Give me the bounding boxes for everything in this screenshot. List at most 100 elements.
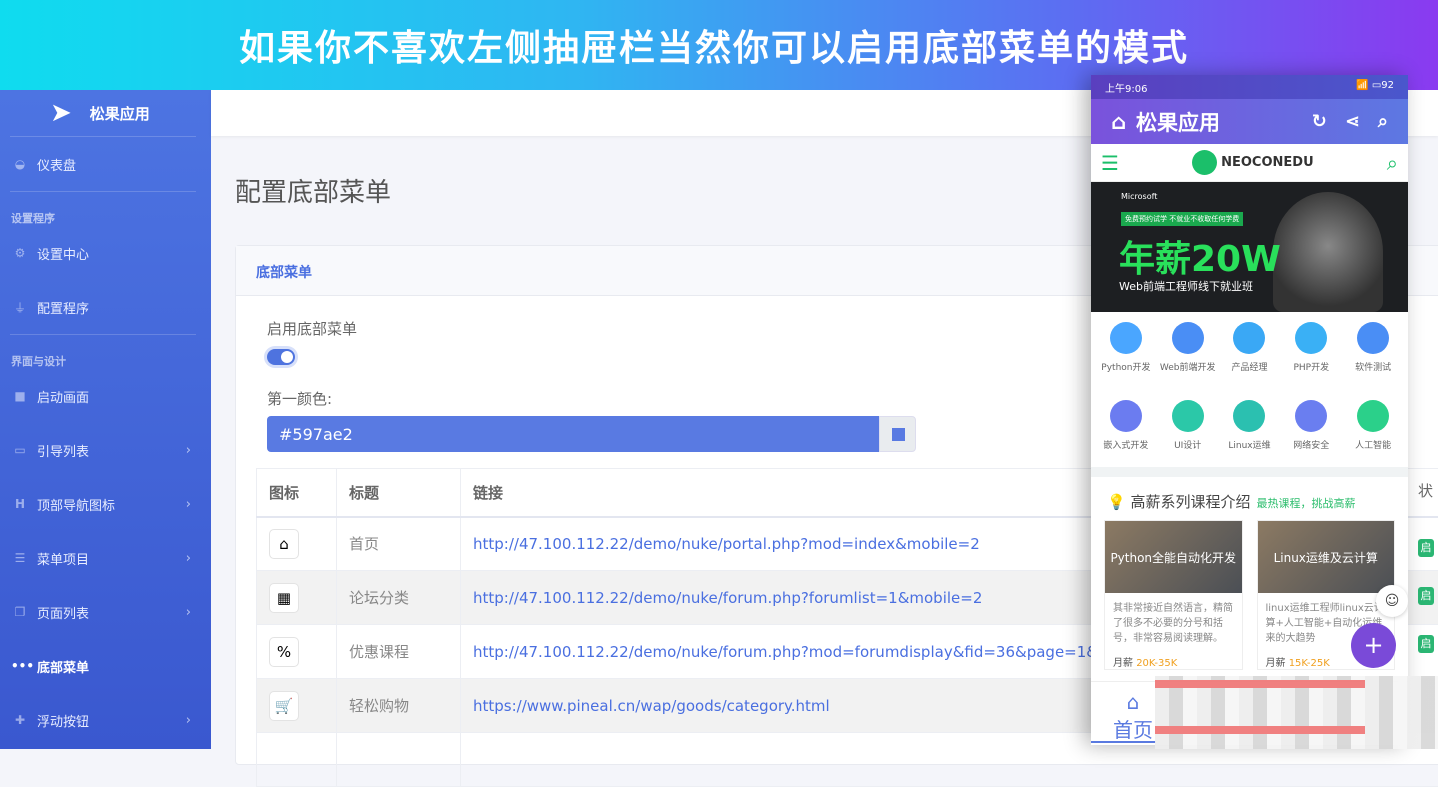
site-header: ☰ NEOCONEDU ⌕ xyxy=(1091,144,1408,182)
share-icon[interactable]: ⋖ xyxy=(1345,111,1360,132)
plug-icon: ⏚ xyxy=(11,299,29,316)
category-icon xyxy=(1172,322,1204,354)
sidebar-item-pages[interactable]: ❐ 页面列表 › xyxy=(0,585,211,639)
gears-icon: ⚙ xyxy=(11,246,29,260)
sidebar-brand[interactable]: ➤松果应用 xyxy=(10,90,196,137)
course-desc: 其非常接近自然语言，精简了很多不必要的分号和括号，非常容易阅读理解。 xyxy=(1105,593,1242,654)
bulb-icon: 💡 xyxy=(1107,493,1126,511)
category-icon xyxy=(1233,400,1265,432)
bottom-nav-home[interactable]: ⌂首页 xyxy=(1113,690,1153,743)
chevron-right-icon: › xyxy=(186,713,191,728)
color-label: 第一颜色: xyxy=(267,388,332,409)
col-status: 状 xyxy=(1418,480,1438,501)
sidebar-item-fab[interactable]: ✚ 浮动按钮 › xyxy=(0,693,211,747)
status-badge: 启 xyxy=(1418,635,1434,653)
chevron-right-icon: › xyxy=(186,605,191,620)
course-title: Python全能自动化开发 xyxy=(1105,521,1242,593)
label: 引导列表 xyxy=(37,441,89,460)
dashboard-icon: ◒ xyxy=(11,157,29,171)
hero-carousel[interactable]: Microsoft 免费预约试学 不就业不收取任何学费 年薪20W Web前端工… xyxy=(1091,182,1408,312)
sidebar-item-settings[interactable]: ⚙设置中心 xyxy=(0,226,211,280)
home-icon[interactable]: ⌂ xyxy=(1111,110,1126,134)
sidebar-item-config[interactable]: ⏚ 配置程序 xyxy=(0,280,211,334)
category-item[interactable]: 网络安全 xyxy=(1280,400,1342,468)
sidebar-item-guide[interactable]: ▭引导列表› xyxy=(0,423,211,477)
copy-icon: ❐ xyxy=(11,605,29,619)
category-item[interactable]: 嵌入式开发 xyxy=(1095,400,1157,468)
section-subtitle: 最热课程，挑战高薪 xyxy=(1256,497,1355,510)
enable-label: 启用底部菜单 xyxy=(267,318,357,339)
chevron-right-icon: › xyxy=(186,551,191,566)
phone-preview: 上午9:06📶 ▭92 ⌂松果应用↻⋖⌕ ☰NEOCONEDU⌕ Microso… xyxy=(1091,75,1408,745)
category-icon xyxy=(1295,400,1327,432)
cart-icon[interactable]: 🛒 xyxy=(269,691,299,721)
category-icon xyxy=(1172,400,1204,432)
row-title: 轻松购物 xyxy=(337,679,461,733)
grid-icon[interactable]: ▦ xyxy=(269,583,299,613)
hero-tag: 免费预约试学 不就业不收取任何学费 xyxy=(1121,212,1243,226)
color-swatch-icon xyxy=(892,428,905,441)
hero-brand: Microsoft xyxy=(1121,192,1157,201)
site-logo: NEOCONEDU xyxy=(1192,150,1314,175)
sidebar-item-splash[interactable]: ■ 启动画面 xyxy=(0,369,211,423)
section-label: 界面与设计 xyxy=(0,335,211,369)
window-icon: ■ xyxy=(11,389,29,403)
category-icon xyxy=(1233,322,1265,354)
color-input[interactable]: #597ae2 xyxy=(267,416,879,452)
label: 配置程序 xyxy=(37,298,89,317)
category-item[interactable]: Linux运维 xyxy=(1219,400,1281,468)
label: 仪表盘 xyxy=(37,155,76,174)
search-icon[interactable]: ⌕ xyxy=(1387,151,1398,175)
category-item[interactable]: Python开发 xyxy=(1095,322,1157,390)
status-badge: 启 xyxy=(1418,539,1434,557)
plus-icon: ✚ xyxy=(11,713,29,727)
banner-text: 如果你不喜欢左侧抽屉栏当然你可以启用底部菜单的模式 xyxy=(239,19,1189,71)
course-card[interactable]: Python全能自动化开发其非常接近自然语言，精简了很多不必要的分号和括号，非常… xyxy=(1104,520,1243,670)
sidebar-item-dashboard[interactable]: ◒ 仪表盘 xyxy=(0,137,211,191)
category-item[interactable]: 产品经理 xyxy=(1219,322,1281,390)
customer-service-icon[interactable]: ☺ xyxy=(1376,585,1408,617)
course-title: Linux运维及云计算 xyxy=(1258,521,1395,593)
label: 启动画面 xyxy=(37,387,89,406)
search-icon[interactable]: ⌕ xyxy=(1378,111,1388,132)
label: 菜单项目 xyxy=(37,549,89,568)
chevron-right-icon: › xyxy=(186,497,191,512)
refresh-icon[interactable]: ↻ xyxy=(1312,111,1327,132)
list-icon: ☰ xyxy=(11,551,29,565)
clock: 上午9:06 xyxy=(1105,80,1147,94)
sidebar-item-menu[interactable]: ☰ 菜单项目 › xyxy=(0,531,211,585)
category-item[interactable]: 软件测试 xyxy=(1342,322,1404,390)
col-title: 标题 xyxy=(337,469,461,517)
section-label: 设置程序 xyxy=(0,192,211,226)
hero-sub: Web前端工程师线下就业班 xyxy=(1119,278,1253,294)
category-icon xyxy=(1110,322,1142,354)
label: 底部菜单 xyxy=(37,657,89,676)
label: 页面列表 xyxy=(37,603,89,622)
sidebar: ➤松果应用 ◒仪表盘 设置程序 ⚙设置中心 ⏚配置程序 界面与设计 ■启动画面 … xyxy=(0,90,211,749)
category-icon xyxy=(1357,322,1389,354)
page-title: 配置底部菜单 xyxy=(235,172,391,209)
category-icon xyxy=(1110,400,1142,432)
menu-icon[interactable]: ☰ xyxy=(1101,151,1119,175)
home-icon[interactable]: ⌂ xyxy=(269,529,299,559)
floating-add-button[interactable]: + xyxy=(1351,623,1396,668)
category-item[interactable]: 人工智能 xyxy=(1342,400,1404,468)
enable-toggle[interactable] xyxy=(267,349,295,365)
image-icon: ▭ xyxy=(11,443,29,457)
app-title: 松果应用 xyxy=(1136,107,1220,137)
discount-icon[interactable]: % xyxy=(269,637,299,667)
brand-name: 松果应用 xyxy=(90,103,150,124)
app-bar: ⌂ 松果应用 ↻ ⋖ ⌕ xyxy=(1091,99,1408,144)
category-item[interactable]: UI设计 xyxy=(1157,400,1219,468)
hero-image xyxy=(1273,192,1383,312)
category-item[interactable]: PHP开发 xyxy=(1280,322,1342,390)
color-picker-button[interactable] xyxy=(879,416,916,452)
label: 浮动按钮 xyxy=(37,711,89,730)
category-item[interactable]: Web前端开发 xyxy=(1157,322,1219,390)
sidebar-item-bottom-menu[interactable]: •••底部菜单 xyxy=(0,639,211,693)
salary: 15K-25K xyxy=(1289,658,1330,669)
label: 顶部导航图标 xyxy=(37,495,115,514)
salary: 20K-35K xyxy=(1136,658,1177,669)
